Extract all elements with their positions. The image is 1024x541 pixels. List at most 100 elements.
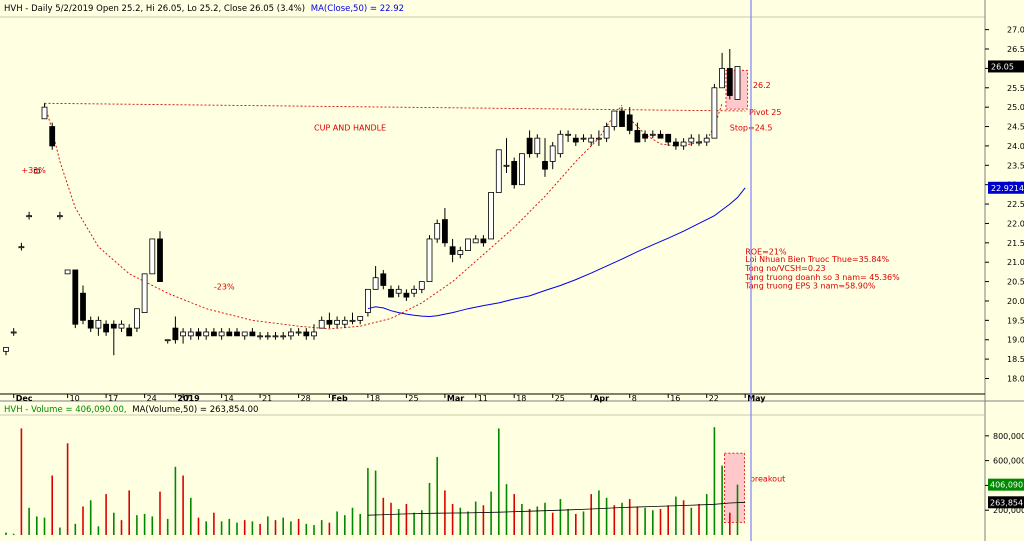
price-header-ohlc: HVH - Daily 5/2/2019 Open 25.2, Hi 26.05… [4,4,305,14]
candle-body [364,288,371,313]
price-annotation-text: Tang truong EPS 3 nam=58.90% [744,282,876,291]
volume-y-tick-label: 800,000 [993,432,1024,441]
candle-body [557,133,564,155]
candle-body [33,168,40,174]
candle-body [311,331,317,337]
candle-body [264,335,271,338]
price-y-tick-label: 27.0 [1007,26,1024,35]
candle-body [480,238,487,244]
candle-body [249,331,256,337]
candle-body [688,137,695,143]
price-axis-tag [988,60,1024,73]
volume-axis-tags: 406,090 263,854 [988,478,1024,509]
price-y-tick-label: 18.0 [1007,374,1024,383]
price-y-tick-label: 18.5 [1007,355,1024,364]
candle-body [203,331,210,337]
candle-body [41,106,48,120]
candle-body [726,67,733,96]
date-tick-label: 22 [709,394,719,403]
cup-rim-line [44,102,746,112]
candle-body [649,133,656,136]
candle-body [418,281,425,290]
candle-body [503,164,510,167]
candle-body [303,331,310,337]
candle-body [426,238,433,282]
price-y-tick-label: 22.5 [1007,200,1024,209]
candle-body [403,292,410,298]
date-tick-label: 14 [224,394,234,403]
date-tick-label: 28 [301,394,311,403]
candle-body [226,331,233,337]
candle-body [572,137,579,143]
candle-body [318,319,325,329]
candle-body [611,110,618,127]
candle-body [133,308,140,329]
candle-body [465,238,471,251]
volume-header-value: HVH - Volume = 406,090.00, [4,405,127,415]
candle-body [495,149,502,193]
candle-body [372,277,379,290]
price-axis-tag-label: 22.9214 [991,184,1024,193]
candle-body [157,238,163,282]
candle-body [626,114,633,131]
candle-body [349,319,356,322]
candle-body [172,327,179,341]
price-annotation-text: ROE=21% [745,247,787,256]
candle-body [434,223,441,240]
price-y-tick-label: 21.5 [1007,239,1024,248]
candle-body [195,331,202,337]
candle-body [180,331,187,337]
candle-body [295,331,302,334]
price-y-tick-label: 25.5 [1007,84,1024,93]
date-tick-label: Dec [16,394,33,403]
candle-body [580,137,587,140]
price-annotation-text: Tang truong doanh so 3 nam= 45.36% [744,273,900,282]
candle-body [64,269,71,275]
price-y-tick-label: 25.0 [1007,103,1024,112]
volume-y-tick-label: 600,000 [993,457,1024,466]
candle-body [511,161,518,186]
candle-body [565,133,571,136]
candle-body [26,215,33,218]
candle-body [257,335,264,338]
candle-body [380,273,387,286]
volume-ma50-series [367,501,746,516]
candle-body [164,339,171,342]
date-tick-label: 8 [632,394,637,403]
volume-header-ma: MA(Volume,50) = 263,854.00 [132,405,258,415]
date-tick-label: 21 [262,394,272,403]
volume-ma50-line [367,501,746,516]
volume-axis-tag [988,478,1024,491]
candle-body [57,215,63,218]
candle-body [388,288,394,298]
candle-body [49,126,56,147]
price-y-tick-label: 19.5 [1007,316,1024,325]
candle-body [72,269,79,325]
candle-body [287,331,294,337]
candle-body [10,331,17,334]
candle-body [326,319,333,325]
price-annotation-text: Tong no/VCSH=0.23 [744,264,825,273]
volume-axis-tag [988,496,1024,509]
price-annotation-text: -23% [214,282,235,291]
date-tick-label: 25 [555,394,565,403]
candle-body [457,250,464,255]
candle-body [149,238,156,275]
candle-body [603,126,610,139]
date-tick-label: 2019 [177,394,200,403]
candle-body [680,141,687,147]
candle-body [18,246,25,249]
candle-body [542,161,548,170]
candle-body [488,192,495,240]
candle-body [634,130,641,143]
candle-body [703,137,710,143]
candle-body [234,331,240,337]
volume-bar-series [5,427,745,535]
candle-body [642,133,648,139]
candle-body [103,323,109,333]
date-tick-label: 16 [670,394,680,403]
